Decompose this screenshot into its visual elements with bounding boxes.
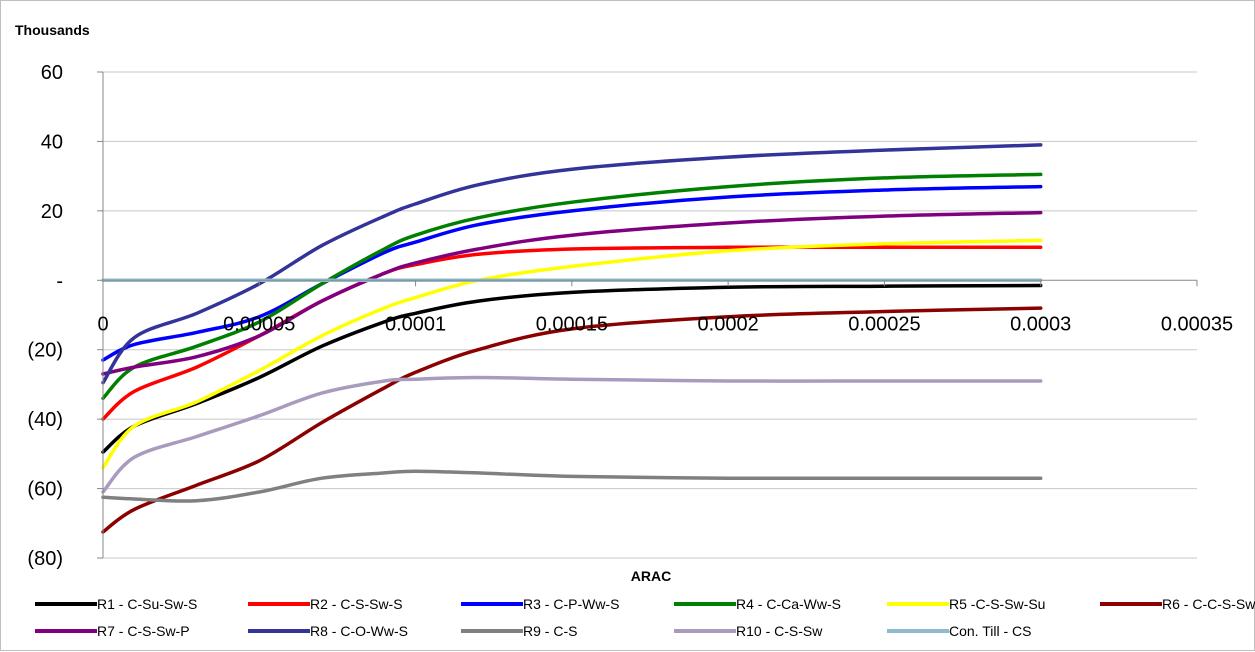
gridlines xyxy=(103,71,1197,559)
legend-entry: R5 -C-S-Sw-Su xyxy=(949,596,1045,612)
legend-entry: R8 - C-O-Ww-S xyxy=(310,623,408,639)
y-tick-label: 60 xyxy=(41,62,63,84)
x-tick-label: 0.0003 xyxy=(1010,313,1071,335)
series-line xyxy=(101,184,1043,362)
y-tick-label: (40) xyxy=(27,409,63,431)
series-line xyxy=(101,306,1043,534)
legend-entry: R3 - C-P-Ww-S xyxy=(523,596,619,612)
legend-entry: R10 - C-S-Sw xyxy=(736,623,823,639)
legend-entry: R9 - C-S xyxy=(523,623,577,639)
legend: R1 - C-Su-Sw-S R2 - C-S-Sw-S R3 - C-P-Ww-S… xyxy=(35,596,1255,639)
axes xyxy=(97,71,1198,559)
x-tick-label: 0.00015 xyxy=(536,313,608,335)
series-line xyxy=(101,375,1043,494)
legend-entry: R2 - C-S-Sw-S xyxy=(310,596,403,612)
units-label: Thousands xyxy=(15,22,90,38)
y-tick-label: (60) xyxy=(27,479,63,501)
legend-entry: R7 - C-S-Sw-P xyxy=(97,623,190,639)
x-axis-title: ARAC xyxy=(631,568,671,584)
legend-entry: R4 - C-Ca-Ww-S xyxy=(736,596,841,612)
legend-entry: R6 - C-C-S-Sw xyxy=(1162,596,1255,612)
y-tick-label: (80) xyxy=(27,548,63,570)
x-tick-label: 0.00025 xyxy=(848,313,920,335)
x-tick-label: 0.00005 xyxy=(223,313,295,335)
y-tick-label: - xyxy=(56,270,63,292)
series-line xyxy=(101,238,1043,470)
series-line xyxy=(101,469,1043,503)
x-tick-label: 0.0002 xyxy=(698,313,759,335)
x-tick-label: 0.0001 xyxy=(385,313,446,335)
y-tick-label: (20) xyxy=(27,340,63,362)
y-tick-label: 40 xyxy=(41,131,63,153)
y-tick-label: 20 xyxy=(41,201,63,223)
legend-entry: Con. Till - CS xyxy=(949,623,1031,639)
x-tick-label: 0.00035 xyxy=(1161,313,1233,335)
series-line xyxy=(101,143,1043,385)
legend-entry: R1 - C-Su-Sw-S xyxy=(97,596,197,612)
x-tick-label: 0 xyxy=(97,313,108,335)
series-line xyxy=(101,210,1043,376)
tick-labels: 60 40 20 - (20) (40) (60) (80) 0 0.00005 0.0001 0.0… xyxy=(27,62,1233,570)
series-lines xyxy=(101,143,1043,534)
series-line xyxy=(101,172,1043,401)
